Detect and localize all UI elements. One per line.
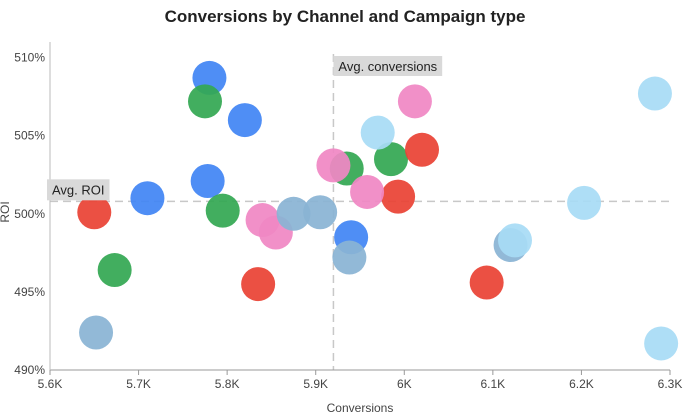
scatter-point[interactable] (637, 76, 672, 111)
scatter-point[interactable] (316, 148, 351, 183)
annotation-text: Avg. conversions (338, 59, 437, 74)
y-tick-label: 510% (14, 51, 45, 65)
series-3 (77, 132, 504, 302)
x-tick-label: 6K (397, 377, 412, 391)
avg-roi-annotation: Avg. ROI (47, 179, 110, 201)
series-5 (79, 195, 528, 350)
scatter-point[interactable] (397, 84, 432, 119)
scatter-point[interactable] (374, 142, 408, 177)
annotation-text: Avg. ROI (52, 182, 105, 197)
scatter-point[interactable] (350, 174, 385, 209)
y-tick-label: 495% (14, 285, 45, 299)
series-6 (360, 76, 679, 361)
series-2 (97, 84, 408, 288)
scatter-point[interactable] (405, 132, 439, 167)
scatter-point[interactable] (205, 193, 240, 228)
scatter-point[interactable] (644, 326, 679, 361)
scatter-point[interactable] (97, 253, 132, 288)
x-tick-label: 5.6K (38, 377, 63, 391)
scatter-point[interactable] (77, 195, 112, 230)
annotation-box (333, 56, 443, 76)
scatter-point[interactable] (241, 267, 276, 302)
y-tick-label: 505% (14, 129, 45, 143)
scatter-point[interactable] (332, 240, 367, 275)
scatter-point[interactable] (469, 265, 504, 300)
scatter-point[interactable] (188, 84, 222, 119)
x-tick-label: 6.1K (481, 377, 506, 391)
scatter-point[interactable] (190, 164, 225, 199)
x-tick-label: 6.3K (658, 377, 683, 391)
x-tick-label: 5.8K (215, 377, 240, 391)
scatter-point[interactable] (498, 223, 532, 258)
x-tick-label: 5.9K (303, 377, 328, 391)
scatter-point[interactable] (130, 181, 165, 216)
avg-conversions-annotation: Avg. conversions (333, 56, 443, 76)
scatter-point[interactable] (381, 179, 416, 214)
scatter-point[interactable] (303, 195, 338, 230)
y-tick-label: 500% (14, 207, 45, 221)
annotations: Avg. conversions Avg. ROI (47, 56, 443, 201)
scatter-point[interactable] (276, 196, 311, 231)
tick-labels: 5.6K 5.7K 5.8K 5.9K 6K 6.1K 6.2K 6.3K 490% 495% 50… (14, 51, 682, 391)
scatter-point[interactable] (227, 103, 262, 138)
annotation-box (47, 179, 110, 201)
x-tick-label: 5.7K (126, 377, 151, 391)
y-axis-label: ROI (0, 201, 12, 222)
chart-title: Conversions by Channel and Campaign type (165, 7, 526, 26)
scatter-point[interactable] (79, 315, 114, 350)
y-tick-label: 490% (14, 363, 45, 377)
axes (49, 42, 670, 371)
data-points (77, 60, 679, 361)
scatter-point[interactable] (567, 185, 602, 220)
scatter-point[interactable] (360, 115, 395, 150)
x-axis-label: Conversions (327, 401, 394, 415)
x-tick-label: 6.2K (569, 377, 594, 391)
